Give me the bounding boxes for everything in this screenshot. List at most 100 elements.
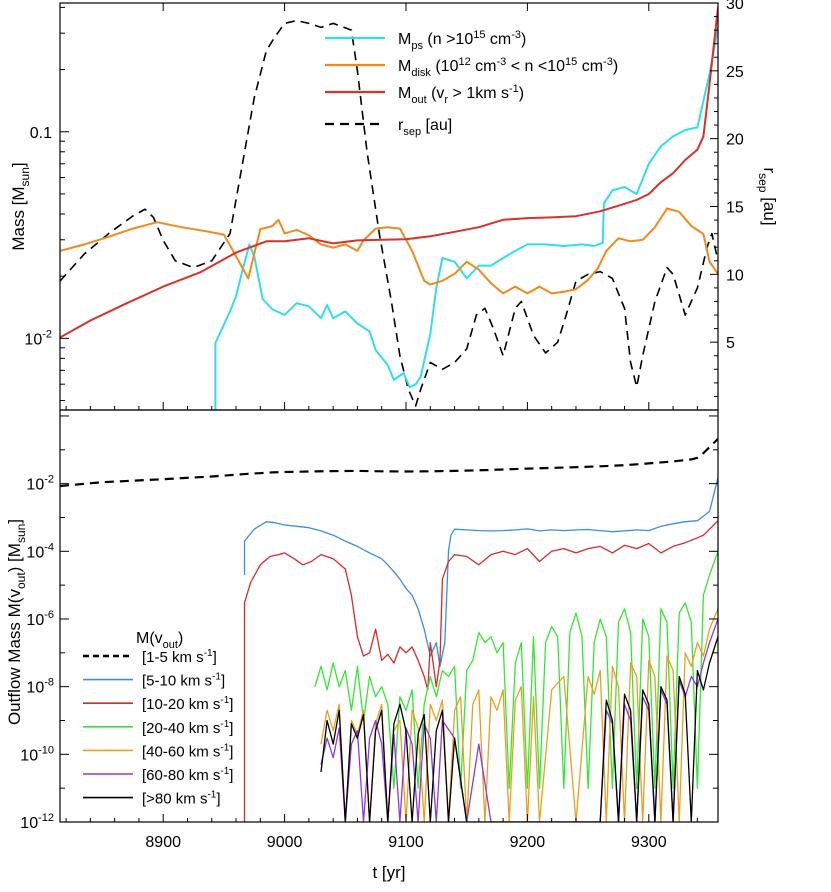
legend-subscript: sep <box>403 126 421 138</box>
legend-text: cm <box>485 31 511 48</box>
top-legend-label: Mout (vr > 1km s-1) <box>398 83 524 106</box>
top-y2-tick-label: 5 <box>726 335 735 352</box>
axis-label-text: r <box>760 167 779 173</box>
legend-superscript: -3 <box>511 29 521 41</box>
legend-text: ] <box>221 673 225 690</box>
top-legend-label: Mps (n >1015 cm-3) <box>398 29 526 52</box>
bottom-y-tick-label: 10-4 <box>26 541 54 561</box>
axis-label-text: Outflow Mass M(v <box>5 589 24 726</box>
tick-label-exponent: -10 <box>38 744 54 756</box>
series-line-rsep <box>60 19 718 407</box>
series-line--1-5-km-s <box>60 438 718 488</box>
series-line-mdisk <box>60 207 718 295</box>
legend-text: ] <box>229 743 233 760</box>
legend-subscript: ps <box>411 40 423 52</box>
legend-text: < n <10 <box>506 58 565 75</box>
top-y-tick-label: 10-2 <box>24 328 52 348</box>
legend-text: [1-5 km s <box>142 649 204 666</box>
legend-text: ) <box>613 58 618 75</box>
series-line--10-20-km-s <box>243 520 718 822</box>
bottom-x-tick-label: 9100 <box>388 834 424 851</box>
series-line--60-80-km-s <box>320 618 718 822</box>
bottom-legend-label: [10-20 km s-1] <box>142 695 233 713</box>
tick-label-exponent: -4 <box>44 541 54 553</box>
bottom-legend-label: [1-5 km s-1] <box>142 648 217 666</box>
axis-label-text: ] <box>9 162 28 167</box>
tick-label-text: 10 <box>20 815 38 832</box>
legend-text: [10-20 km s <box>142 696 220 713</box>
bottom-panel-frame <box>59 409 719 823</box>
tick-label-exponent: -8 <box>44 677 54 689</box>
top-y-tick-label: 0.1 <box>30 125 52 142</box>
legend-text: (10 <box>431 58 459 75</box>
tick-label-exponent: -12 <box>38 812 54 824</box>
tick-label-text: 10 <box>26 477 44 494</box>
bottom-y-tick-label: 10-6 <box>26 609 54 629</box>
legend-text: ] <box>229 767 233 784</box>
legend-text: M <box>398 31 411 48</box>
tick-label-text: 10 <box>24 331 42 348</box>
top-legend-label: Mdisk (1012 cm-3 < n <1015 cm-3) <box>398 56 618 79</box>
top-y2-tick-label: 30 <box>726 0 744 13</box>
legend-text: > 1km s <box>448 85 509 102</box>
legend-text: ] <box>229 720 233 737</box>
tick-label-text: 10 <box>26 612 44 629</box>
legend-subscript: r <box>444 94 448 106</box>
legend-text: ) <box>519 85 524 102</box>
legend-text: M(v <box>136 630 163 647</box>
axis-label-subscript: out <box>14 572 28 589</box>
axis-label-subscript: sun <box>18 167 32 186</box>
bottom-y-tick-label: 10-10 <box>20 744 54 764</box>
legend-text: (n >10 <box>423 31 473 48</box>
top-y2-tick-label: 25 <box>726 64 744 81</box>
top-legend-label: rsep [au] <box>398 117 452 138</box>
axis-label-text: [au] <box>760 192 779 225</box>
legend-text: cm <box>577 58 603 75</box>
axis-label-subscript: sun <box>14 524 28 543</box>
legend-text: cm <box>471 58 497 75</box>
top-y-axis-label: Mass [Msun] <box>9 162 32 250</box>
series-line--5-10-km-s <box>243 477 718 667</box>
legend-text: M <box>398 85 411 102</box>
legend-text: ] <box>216 791 220 808</box>
bottom-legend-title: M(vout) <box>136 630 183 651</box>
bottom-y-tick-label: 10-8 <box>26 677 54 697</box>
axis-label-text: ) [M <box>5 543 24 572</box>
tick-label-text: 10 <box>20 747 38 764</box>
top-y2-tick-label: 10 <box>726 267 744 284</box>
axis-label-text: Mass [M <box>9 186 28 250</box>
bottom-y-axis-label: Outflow Mass M(vout) [Msun] <box>5 519 28 725</box>
bottom-x-tick-label: 9300 <box>631 834 667 851</box>
legend-subscript: out <box>411 94 426 106</box>
series-line--20-40-km-s <box>314 551 718 789</box>
legend-text: r <box>398 117 404 134</box>
bottom-y-tick-label: 10-2 <box>26 474 54 494</box>
bottom-y-tick-label: 10-12 <box>20 812 54 832</box>
legend-text: ] <box>213 649 217 666</box>
legend-text: ] <box>229 696 233 713</box>
legend-superscript: -3 <box>497 56 507 68</box>
legend-superscript: -1 <box>220 719 229 730</box>
top-panel-frame <box>59 2 719 411</box>
legend-superscript: -1 <box>207 790 216 801</box>
bottom-series-group <box>60 438 718 822</box>
bottom-x-tick-label: 9000 <box>267 834 303 851</box>
series-line-mps <box>214 27 718 410</box>
top-right-y-axis-label: rsep [au] <box>756 167 779 225</box>
legend-text: (v <box>427 85 445 102</box>
legend-text: [40-60 km s <box>142 743 220 760</box>
tick-label-exponent: -2 <box>44 474 54 486</box>
legend-superscript: -3 <box>603 56 613 68</box>
legend-text: ) <box>521 31 526 48</box>
tick-label-text: 10 <box>26 544 44 561</box>
legend-superscript: 15 <box>473 29 485 41</box>
top-legend: Mps (n >1015 cm-3)Mdisk (1012 cm-3 < n <… <box>325 29 618 138</box>
legend-subscript: disk <box>411 67 431 79</box>
axis-label-subscript: sep <box>756 173 770 193</box>
legend-text: [5-10 km s <box>142 673 212 690</box>
legend-superscript: -1 <box>220 695 229 706</box>
